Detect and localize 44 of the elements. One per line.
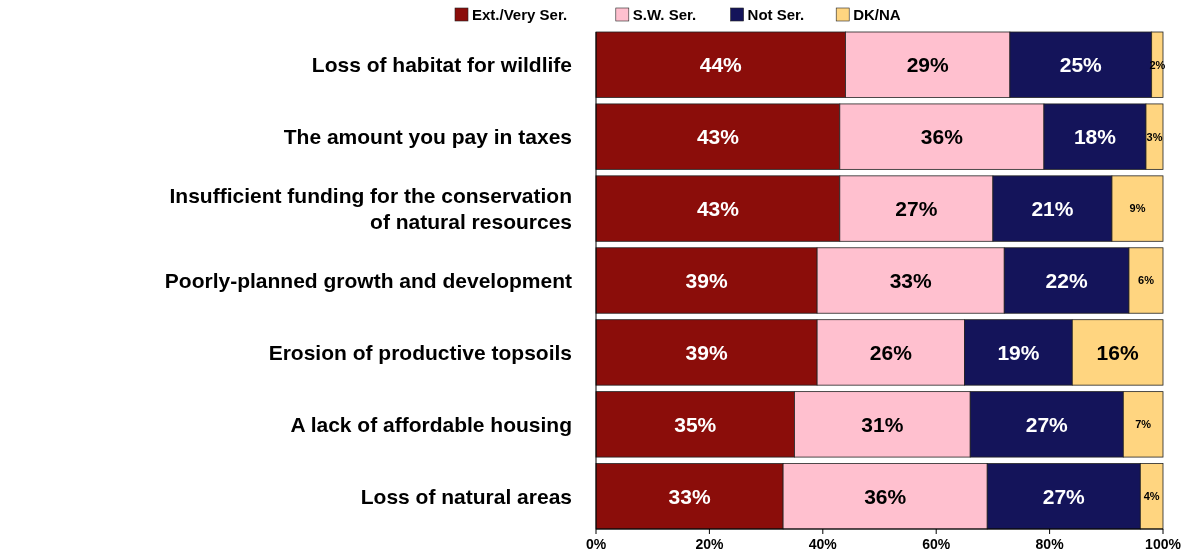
data-label: 31% xyxy=(861,412,904,436)
data-label: 44% xyxy=(699,53,743,77)
data-label: 35% xyxy=(674,412,717,436)
legend-label: S.W. Ser. xyxy=(632,5,697,23)
legend-label: DK/NA xyxy=(853,5,901,23)
legend-label: Not Ser. xyxy=(747,5,805,23)
y-tick-label: Poorly-planned growth and development xyxy=(164,268,572,292)
data-label: 4% xyxy=(1143,490,1160,503)
y-tick-label: A lack of affordable housing xyxy=(290,412,572,436)
data-label: 21% xyxy=(1031,196,1074,220)
data-label: 25% xyxy=(1059,53,1103,77)
y-tick-label: Loss of habitat for wildlife xyxy=(311,53,572,77)
data-label: 39% xyxy=(685,340,728,364)
data-label: 27% xyxy=(1025,412,1069,436)
x-tick-label: 60% xyxy=(922,536,951,552)
data-label: 33% xyxy=(668,484,711,508)
data-label: 33% xyxy=(889,268,933,292)
data-label: 29% xyxy=(906,53,950,77)
x-tick-label: 100% xyxy=(1145,536,1182,552)
data-label: 7% xyxy=(1135,418,1152,431)
y-tick-label: Insufficient funding for the conservation of natural resources xyxy=(169,183,572,233)
data-label: 6% xyxy=(1138,274,1155,287)
data-label: 9% xyxy=(1129,202,1146,215)
data-label: 18% xyxy=(1073,125,1117,148)
y-tick-label: The amount you pay in taxes xyxy=(283,125,572,148)
y-tick-label: Loss of natural areas xyxy=(360,484,572,508)
data-label: 36% xyxy=(864,484,907,508)
data-label: 16% xyxy=(1096,340,1139,364)
data-label: 22% xyxy=(1045,268,1088,292)
data-label: 43% xyxy=(696,125,740,148)
data-label: 36% xyxy=(920,125,964,148)
data-label: 39% xyxy=(685,268,728,292)
data-label: 27% xyxy=(1042,484,1086,508)
x-tick-label: 0% xyxy=(585,536,607,552)
data-label: 43% xyxy=(696,196,740,220)
data-label: 3% xyxy=(1146,130,1163,143)
x-tick-label: 20% xyxy=(695,536,724,552)
legend-label: Ext./Very Ser. xyxy=(472,5,568,23)
x-tick-label: 80% xyxy=(1035,536,1065,552)
data-label: 19% xyxy=(997,340,1040,364)
x-tick-label: 40% xyxy=(808,536,838,552)
data-label: 27% xyxy=(895,196,938,220)
y-tick-label: Erosion of productive topsoils xyxy=(268,340,572,364)
data-label: 26% xyxy=(869,340,913,364)
